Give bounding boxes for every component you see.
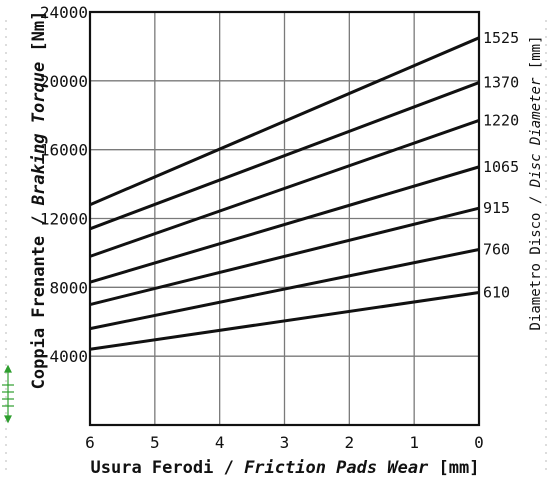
series-line-1220 [89,118,480,258]
y-tick-label: 4000 [49,347,88,366]
right-axis-title: Diametro Disco / Disc Diameter [mm] [528,35,544,330]
y-tick-label: 16000 [40,141,88,160]
series-labels: 1525 1370 1220 1065 915 760 610 [483,29,519,302]
plot-frame [88,10,481,427]
x-axis-title: Usura Ferodi / Friction Pads Wear [mm] [91,458,480,478]
green-marker-icon [2,364,14,424]
series-line-610 [89,291,480,351]
y-tick-label: 24000 [40,3,88,22]
y-tick-label: 8000 [49,278,88,297]
series-label-1525: 1525 [483,29,519,47]
series-line-760 [89,248,480,331]
series-line-1525 [89,36,480,207]
y-tick-label: 20000 [40,72,88,91]
x-tick-label: 4 [215,433,225,452]
y-tick-label: 12000 [40,210,88,229]
series-label-1065: 1065 [483,158,519,176]
series-label-610: 610 [483,283,510,301]
x-tick-label: 3 [280,433,290,452]
series-label-760: 760 [483,240,510,258]
x-tick-label: 2 [345,433,355,452]
x-tick-label: 0 [474,433,484,452]
x-tick-labels: 6 5 4 3 2 1 0 [85,433,484,452]
series-line-915 [89,206,480,306]
x-tick-label: 6 [85,433,95,452]
series-label-1370: 1370 [483,74,519,92]
x-tick-label: 5 [150,433,160,452]
series-line-1065 [89,165,480,284]
series-line-1370 [89,81,480,231]
grid-lines [90,12,479,425]
y-tick-labels: 4000 8000 12000 16000 20000 24000 [40,3,88,366]
series-label-1220: 1220 [483,111,519,129]
y-axis-title: Coppia Frenante / Braking Torque [Nm] [29,11,49,390]
series-lines [89,36,480,351]
series-label-915: 915 [483,199,510,217]
x-tick-label: 1 [409,433,419,452]
